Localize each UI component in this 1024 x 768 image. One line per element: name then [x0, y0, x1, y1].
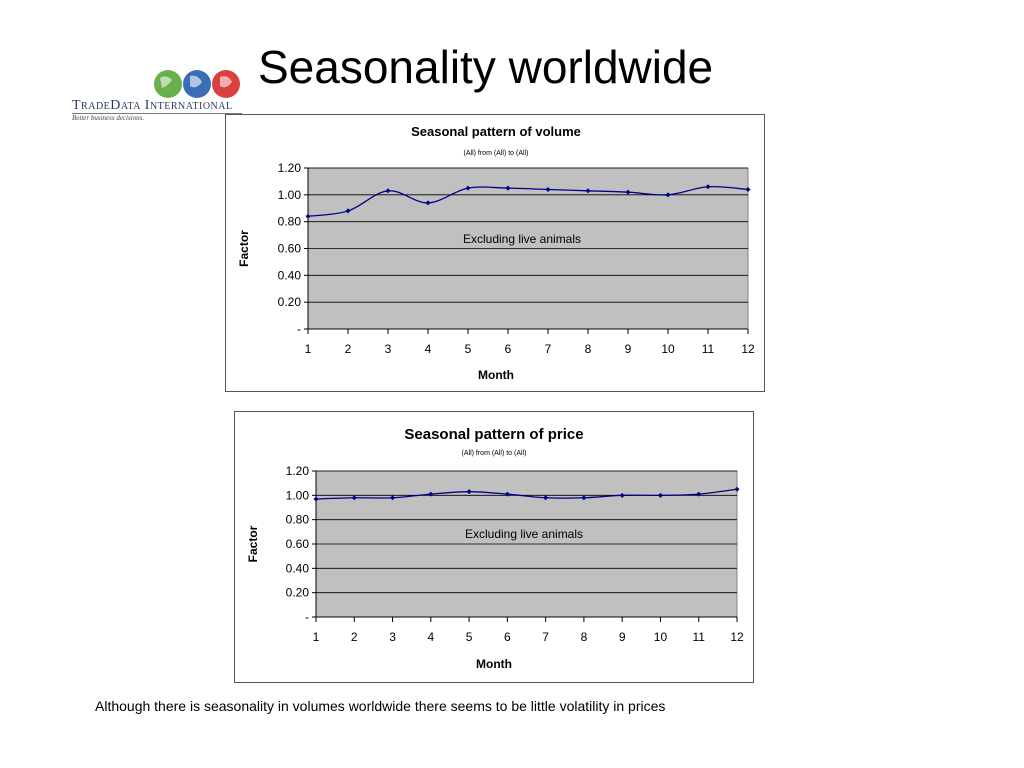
x-tick-label: 10: [661, 342, 675, 356]
y-tick-label: 0.20: [286, 586, 310, 600]
data-point: [665, 192, 671, 198]
y-tick-label: 1.20: [278, 161, 302, 175]
series-line: [307, 185, 749, 217]
x-tick-label: 3: [389, 630, 396, 644]
globe-icons: [154, 70, 240, 98]
logo-name-prefix: TradeData: [72, 98, 142, 113]
y-tick-label: 0.40: [278, 268, 302, 282]
y-tick-label: 0.20: [278, 295, 302, 309]
x-axis-label: Month: [476, 657, 512, 671]
data-point: [619, 492, 625, 498]
series-line: [315, 488, 738, 500]
x-tick-label: 6: [504, 630, 511, 644]
data-point: [581, 495, 587, 501]
x-tick-label: 4: [425, 342, 432, 356]
logo-divider: [72, 113, 242, 114]
chart-annotation: Excluding live animals: [465, 527, 583, 541]
volume-chart: Seasonal pattern of volume (All) from (Al…: [225, 114, 765, 392]
data-point: [313, 496, 319, 502]
x-tick-label: 1: [313, 630, 320, 644]
x-tick-label: 6: [505, 342, 512, 356]
logo-wordmark: TradeData International: [72, 97, 233, 114]
x-tick-label: 10: [654, 630, 668, 644]
data-point: [466, 489, 472, 495]
x-axis-label: Month: [478, 368, 514, 382]
x-tick-label: 1: [305, 342, 312, 356]
data-point: [425, 200, 431, 206]
data-point: [428, 491, 434, 497]
logo-name-suffix: International: [144, 98, 233, 113]
logo-tagline: Better business decisions.: [72, 114, 145, 122]
y-tick-label: 0.80: [278, 215, 302, 229]
x-tick-label: 11: [702, 342, 715, 356]
x-tick-label: 2: [345, 342, 352, 356]
price-chart-svg: Seasonal pattern of price (All) from (All…: [246, 426, 744, 671]
x-tick-label: 5: [465, 342, 472, 356]
x-tick-label: 2: [351, 630, 358, 644]
data-point: [543, 495, 549, 501]
y-tick-label: 1.20: [286, 464, 310, 478]
data-point: [305, 213, 311, 219]
price-chart: Seasonal pattern of price (All) from (All…: [234, 411, 754, 683]
chart-annotation: Excluding live animals: [463, 232, 581, 246]
y-axis-label: Factor: [237, 230, 251, 267]
y-tick-label: 1.00: [278, 188, 302, 202]
data-point: [390, 495, 396, 501]
x-tick-label: 8: [581, 630, 588, 644]
data-point: [745, 186, 751, 192]
data-point: [734, 486, 740, 492]
volume-chart-svg: Seasonal pattern of volume (All) from (Al…: [237, 124, 755, 382]
x-tick-label: 3: [385, 342, 392, 356]
chart-title: Seasonal pattern of price: [404, 426, 583, 443]
data-point: [657, 492, 663, 498]
y-tick-label: -: [305, 610, 309, 624]
data-point: [625, 189, 631, 195]
data-point: [705, 184, 711, 190]
data-point: [465, 185, 471, 191]
x-tick-label: 11: [692, 630, 705, 644]
data-point: [505, 185, 511, 191]
y-tick-label: 0.60: [278, 242, 302, 256]
x-tick-label: 9: [619, 630, 626, 644]
page-title: Seasonality worldwide: [258, 41, 714, 93]
x-tick-label: 7: [545, 342, 552, 356]
data-point: [351, 495, 357, 501]
data-point: [504, 491, 510, 497]
slide-caption: Although there is seasonality in volumes…: [95, 698, 666, 714]
y-tick-label: 0.40: [286, 561, 310, 575]
y-tick-label: 0.80: [286, 513, 310, 527]
chart-title: Seasonal pattern of volume: [411, 124, 581, 139]
x-tick-label: 12: [730, 630, 744, 644]
x-tick-label: 12: [741, 342, 755, 356]
chart-subtitle: (All) from (All) to (All): [464, 150, 529, 157]
y-tick-label: 0.60: [286, 537, 310, 551]
x-tick-label: 8: [585, 342, 592, 356]
data-point: [585, 188, 591, 194]
data-point: [696, 491, 702, 497]
company-logo: TradeData International Better business …: [72, 68, 247, 123]
y-tick-label: -: [297, 322, 301, 336]
x-tick-label: 7: [542, 630, 549, 644]
y-tick-label: 1.00: [286, 488, 310, 502]
y-axis-label: Factor: [246, 525, 260, 562]
chart-subtitle: (All) from (All) to (All): [462, 450, 527, 457]
x-tick-label: 9: [625, 342, 632, 356]
data-point: [545, 186, 551, 192]
x-tick-label: 4: [427, 630, 434, 644]
data-point: [385, 188, 391, 194]
x-tick-label: 5: [466, 630, 473, 644]
data-point: [345, 208, 351, 214]
